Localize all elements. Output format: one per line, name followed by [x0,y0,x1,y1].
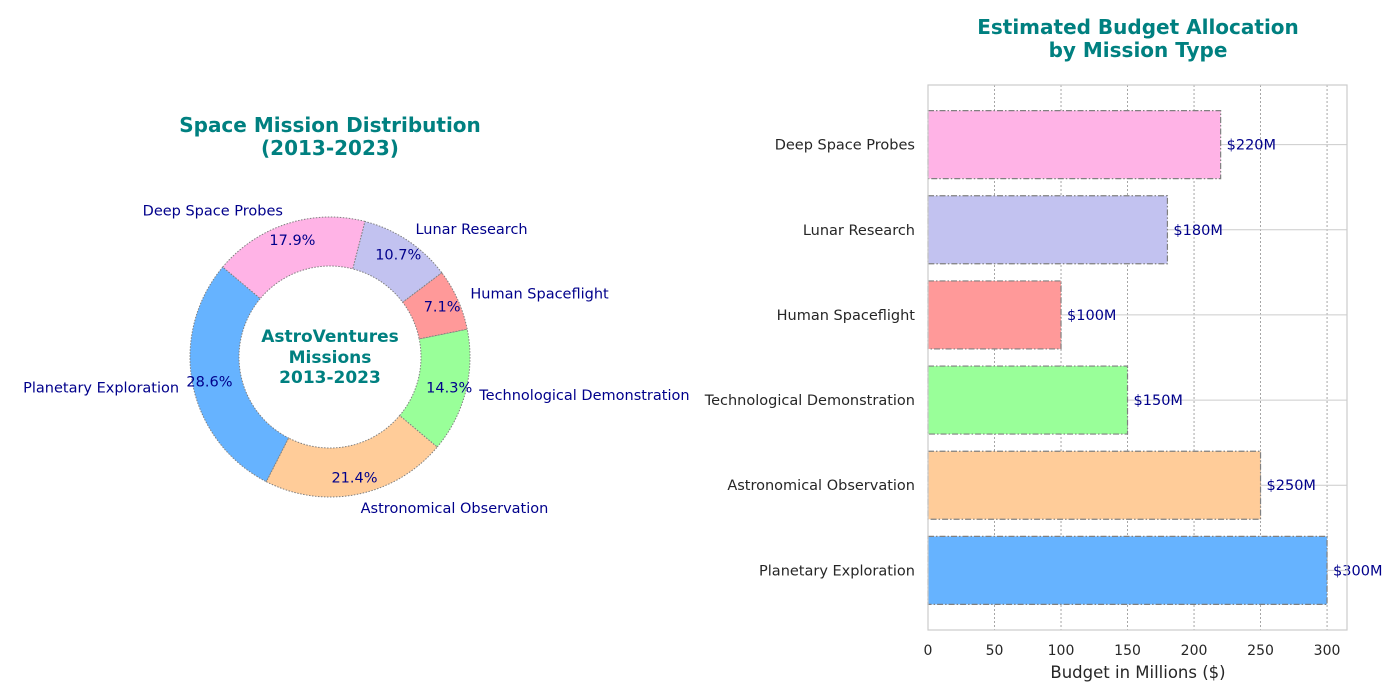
bar-bars [927,110,1328,605]
donut-label-lunar-research: Lunar Research [415,222,527,238]
bar-category-planetary-exploration: Planetary Exploration [759,563,915,579]
donut-label-technological-demonstration: Technological Demonstration [478,388,689,404]
bar-x-tick-200: 200 [1181,643,1208,659]
donut-pct-astronomical-observation: 21.4% [331,471,377,487]
bar-x-tick-150: 150 [1114,643,1141,659]
donut-pct-technological-demonstration: 14.3% [426,380,472,396]
bar-chart: Estimated Budget Allocation by Mission T… [704,15,1383,682]
donut-label-astronomical-observation: Astronomical Observation [361,501,549,517]
bar-category-technological-demonstration: Technological Demonstration [704,393,915,409]
bar-value-human-spaceflight: $100M [1067,308,1116,324]
bar-value-astronomical-observation: $250M [1267,478,1316,494]
donut-label-human-spaceflight: Human Spaceflight [470,287,609,303]
donut-label-deep-space-probes: Deep Space Probes [143,203,283,219]
bar-category-human-spaceflight: Human Spaceflight [777,308,916,324]
donut-slice-human-spaceflight [401,271,468,340]
bar-x-tick-100: 100 [1048,643,1075,659]
donut-chart: Space Mission Distribution (2013-2023) 2… [23,113,689,517]
bar-value-planetary-exploration: $300M [1333,563,1382,579]
donut-pct-human-spaceflight: 7.1% [424,299,461,315]
bar-x-tick-0: 0 [924,643,933,659]
donut-slice-technological-demonstration [399,328,471,448]
bar-lunar-research [927,195,1169,265]
bar-value-lunar-research: $180M [1173,223,1222,239]
donut-center-line-2: Missions [289,348,372,368]
bar-x-axis-label: Budget in Millions ($) [1050,663,1225,682]
donut-title-line-2: (2013-2023) [261,136,399,160]
bar-technological-demonstration [927,365,1129,435]
bar-title-line-1: Estimated Budget Allocation [977,15,1299,39]
bar-x-ticks: 0 50 100 150 200 250 300 [924,643,1341,659]
bar-value-deep-space-probes: $220M [1227,138,1276,154]
bar-x-tick-50: 50 [986,643,1004,659]
bar-human-spaceflight [927,280,1062,350]
donut-slice-deep-space-probes [222,216,366,300]
donut-pct-deep-space-probes: 17.9% [269,233,315,249]
donut-center-line-1: AstroVentures [261,327,399,347]
donut-slices [189,216,471,498]
bar-category-labels: Planetary Exploration Astronomical Observ… [704,138,916,580]
donut-title-line-1: Space Mission Distribution [179,113,481,137]
bar-x-tick-250: 250 [1247,643,1274,659]
bar-category-lunar-research: Lunar Research [803,223,915,239]
donut-slice-planetary-exploration [189,266,290,483]
bar-title-line-2: by Mission Type [1049,38,1228,62]
donut-slice-astronomical-observation [265,414,438,498]
donut-center-line-3: 2013-2023 [279,368,381,388]
donut-pct-lunar-research: 10.7% [375,248,421,264]
donut-pct-planetary-exploration: 28.6% [186,374,232,390]
donut-labels: 28.6% Planetary Exploration 21.4% Astronomi… [23,203,689,517]
bar-deep-space-probes [927,110,1222,180]
donut-label-planetary-exploration: Planetary Exploration [23,381,179,397]
bar-value-labels: $300M $250M $150M $100M $180M $220M [1067,138,1382,580]
bar-category-deep-space-probes: Deep Space Probes [775,138,915,154]
bar-plot-frame [927,84,1348,631]
bar-planetary-exploration [927,535,1328,605]
bar-astronomical-observation [927,450,1262,520]
bar-x-tick-300: 300 [1314,643,1341,659]
bar-value-technological-demonstration: $150M [1134,393,1183,409]
bar-category-astronomical-observation: Astronomical Observation [727,478,915,494]
